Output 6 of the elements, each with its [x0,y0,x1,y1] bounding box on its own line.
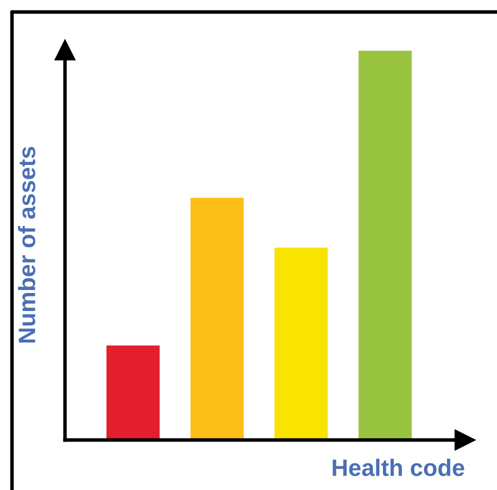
bar [273,246,330,440]
bar [105,344,162,440]
y-axis-title: Number of assets [18,146,36,342]
bar [189,196,246,440]
bar [357,50,414,440]
x-axis-title: Health code [332,458,464,476]
